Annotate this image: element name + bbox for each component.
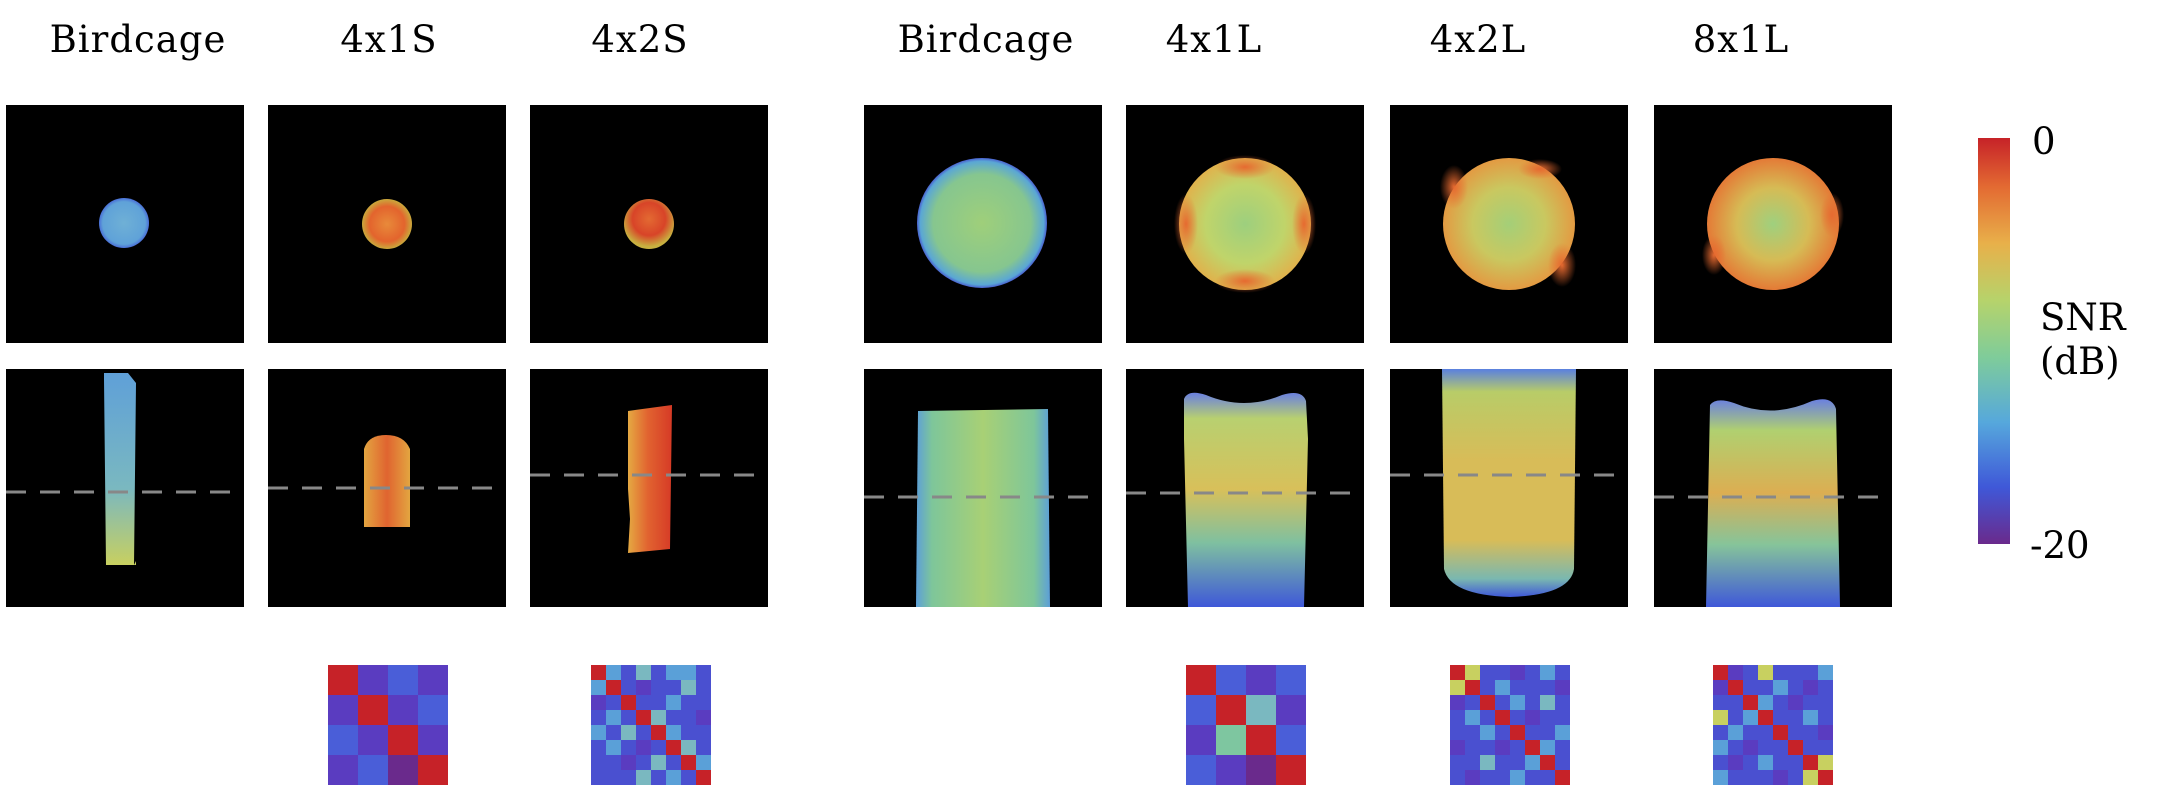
column-title-4x2l: 4x2L: [1429, 18, 1527, 61]
colorbar-min-label: -20: [2030, 524, 2090, 567]
coronal-snr-map-4x2l: [1390, 369, 1628, 607]
column-title-4x2s: 4x2S: [591, 18, 689, 61]
axial-snr-map-4x1l: [1126, 105, 1364, 343]
axial-snr-map-4x1s: [268, 105, 506, 343]
coupling-matrix-8x1l: [1713, 665, 1833, 785]
column-title-birdcage-large: Birdcage: [897, 18, 1075, 61]
column-title-8x1l: 8x1L: [1692, 18, 1790, 61]
colorbar-max-label: 0: [2032, 120, 2056, 163]
axial-snr-map-birdcage-small: [6, 105, 244, 343]
coupling-matrix-4x2s: [591, 665, 711, 785]
column-title-4x1s: 4x1S: [340, 18, 438, 61]
column-title-birdcage-small: Birdcage: [49, 18, 227, 61]
coupling-matrix-4x1l: [1186, 665, 1306, 785]
coronal-snr-map-birdcage-large: [864, 369, 1102, 607]
coronal-snr-map-4x1s: [268, 369, 506, 607]
colorbar-title-unit: (dB): [2040, 340, 2120, 383]
snr-colorbar: [1978, 138, 2010, 544]
coupling-matrix-4x2l: [1450, 665, 1570, 785]
axial-snr-map-4x2l: [1390, 105, 1628, 343]
coronal-snr-map-4x2s: [530, 369, 768, 607]
coronal-snr-map-8x1l: [1654, 369, 1892, 607]
axial-snr-map-8x1l: [1654, 105, 1892, 343]
axial-snr-map-birdcage-large: [864, 105, 1102, 343]
coupling-matrix-4x1s: [328, 665, 448, 785]
column-title-4x1l: 4x1L: [1165, 18, 1263, 61]
coronal-snr-map-birdcage-small: [6, 369, 244, 607]
colorbar-title-snr: SNR: [2040, 296, 2126, 339]
coronal-snr-map-4x1l: [1126, 369, 1364, 607]
axial-snr-map-4x2s: [530, 105, 768, 343]
